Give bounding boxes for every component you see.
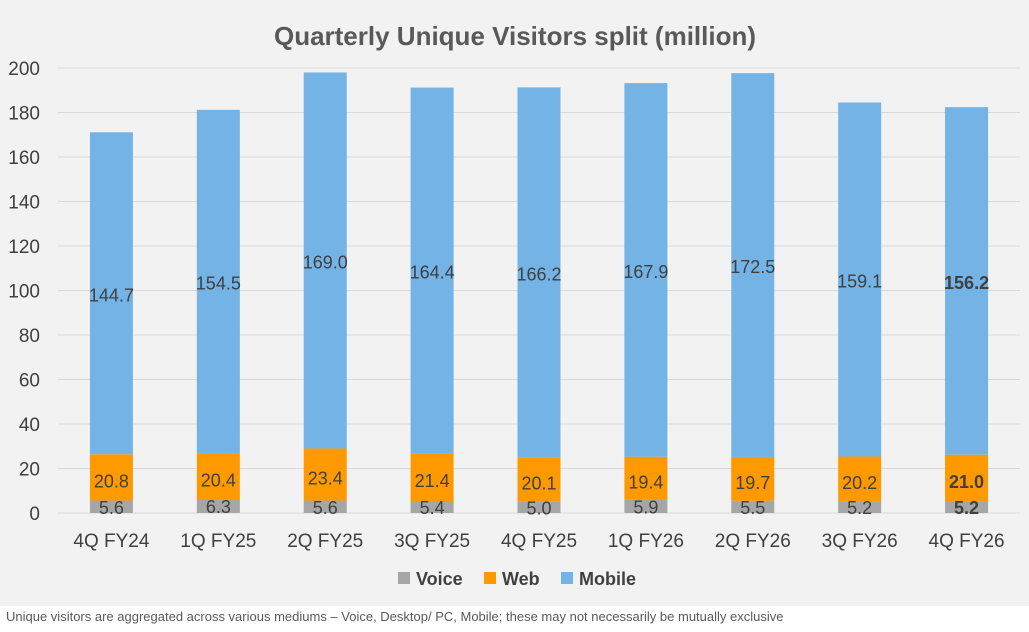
- data-label-web: 20.1: [521, 474, 556, 494]
- data-label-voice: 5.4: [420, 498, 445, 518]
- x-tick-label: 3Q FY26: [822, 531, 898, 552]
- x-tick-label: 3Q FY25: [394, 531, 470, 552]
- bar-mobile: [196, 109, 240, 454]
- data-label-mobile: 156.2: [944, 273, 989, 293]
- legend-label-voice: Voice: [416, 569, 463, 589]
- data-label-voice: 5.2: [847, 498, 872, 518]
- y-tick-label: 140: [8, 193, 40, 214]
- bar-mobile: [838, 102, 882, 457]
- data-label-web: 23.4: [308, 469, 343, 489]
- y-tick-label: 120: [8, 237, 40, 258]
- bar-voice: [517, 501, 561, 513]
- data-label-web: 20.2: [842, 473, 877, 493]
- bar-mobile: [945, 107, 989, 455]
- data-label-mobile: 167.9: [623, 262, 668, 282]
- data-label-mobile: 159.1: [837, 271, 882, 291]
- x-tick-label: 4Q FY24: [73, 531, 149, 552]
- bar-web: [89, 454, 133, 501]
- bar-web: [731, 456, 775, 501]
- bar-voice: [89, 500, 133, 513]
- y-tick-label: 60: [19, 371, 40, 392]
- y-tick-label: 200: [8, 59, 40, 80]
- bar-web: [945, 454, 989, 502]
- data-label-web: 21.0: [949, 472, 984, 492]
- bar-voice: [196, 498, 240, 513]
- chart-title: Quarterly Unique Visitors split (million…: [274, 21, 756, 51]
- bar-mobile: [303, 72, 347, 449]
- x-tick-label: 4Q FY25: [501, 531, 577, 552]
- legend-label-web: Web: [502, 569, 540, 589]
- bar-mobile: [731, 73, 775, 457]
- x-tick-label: 2Q FY26: [715, 531, 791, 552]
- chart-panel: Quarterly Unique Visitors split (million…: [0, 0, 1029, 606]
- bar-voice: [624, 499, 668, 513]
- bar-mobile: [89, 132, 133, 455]
- bar-voice: [303, 500, 347, 513]
- data-label-mobile: 144.7: [89, 285, 134, 305]
- data-label-voice: 5.9: [633, 497, 658, 517]
- legend-swatch-web: [484, 572, 496, 584]
- y-tick-label: 160: [8, 148, 40, 169]
- data-label-voice: 5.6: [313, 498, 338, 518]
- x-tick-label: 4Q FY26: [929, 531, 1005, 552]
- x-axis-ticks: 4Q FY24 1Q FY25 2Q FY25 3Q FY25 4Q FY25 1Q FY…: [73, 531, 1004, 552]
- x-tick-label: 1Q FY25: [180, 531, 256, 552]
- legend: Voice Web Mobile: [398, 569, 636, 589]
- data-label-voice: 6.3: [206, 497, 231, 517]
- bar-voice: [945, 501, 989, 513]
- data-label-voice: 5.6: [99, 498, 124, 518]
- y-tick-label: 180: [8, 104, 40, 125]
- data-label-web: 19.4: [628, 472, 663, 492]
- bar-web: [624, 456, 668, 500]
- bar-web: [838, 456, 882, 502]
- bar-voice: [731, 500, 775, 513]
- legend-label-mobile: Mobile: [579, 569, 636, 589]
- legend-swatch-mobile: [561, 572, 573, 584]
- data-label-voice: 5.2: [954, 498, 979, 518]
- data-label-mobile: 172.5: [730, 257, 775, 277]
- y-tick-label: 20: [19, 460, 40, 481]
- y-axis-ticks: 0 20 40 60 80 100 120 140 160 180 200: [8, 59, 40, 525]
- stacked-bar-chart: Quarterly Unique Visitors split (million…: [8, 21, 1020, 589]
- data-label-voice: 5.0: [526, 498, 551, 518]
- bar-mobile: [410, 87, 454, 454]
- data-label-mobile: 166.2: [516, 264, 561, 284]
- y-tick-label: 80: [19, 326, 40, 347]
- bars: 5.6 20.8 144.7 6.3 20.4 154.5 5.6 23.4 169.0 5.4 2…: [89, 72, 989, 518]
- footnote: Unique visitors are aggregated across va…: [6, 609, 784, 624]
- y-tick-label: 0: [29, 504, 40, 525]
- data-label-mobile: 154.5: [196, 274, 241, 294]
- data-label-web: 20.4: [201, 470, 236, 490]
- x-tick-label: 1Q FY26: [608, 531, 684, 552]
- y-tick-label: 40: [19, 415, 40, 436]
- bar-web: [196, 453, 240, 499]
- bar-mobile: [517, 87, 561, 458]
- bar-mobile: [624, 83, 668, 457]
- bar-voice: [410, 500, 454, 513]
- data-label-web: 20.8: [94, 471, 129, 491]
- x-tick-label: 2Q FY25: [287, 531, 363, 552]
- data-label-mobile: 164.4: [410, 262, 455, 282]
- bar-web: [303, 448, 347, 501]
- bar-web: [517, 457, 561, 502]
- y-tick-label: 100: [8, 282, 40, 303]
- data-label-mobile: 169.0: [303, 252, 348, 272]
- bar-web: [410, 453, 454, 501]
- data-label-voice: 5.5: [740, 498, 765, 518]
- legend-swatch-voice: [398, 572, 410, 584]
- data-label-web: 19.7: [735, 473, 770, 493]
- data-label-web: 21.4: [415, 471, 450, 491]
- bar-voice: [838, 501, 882, 513]
